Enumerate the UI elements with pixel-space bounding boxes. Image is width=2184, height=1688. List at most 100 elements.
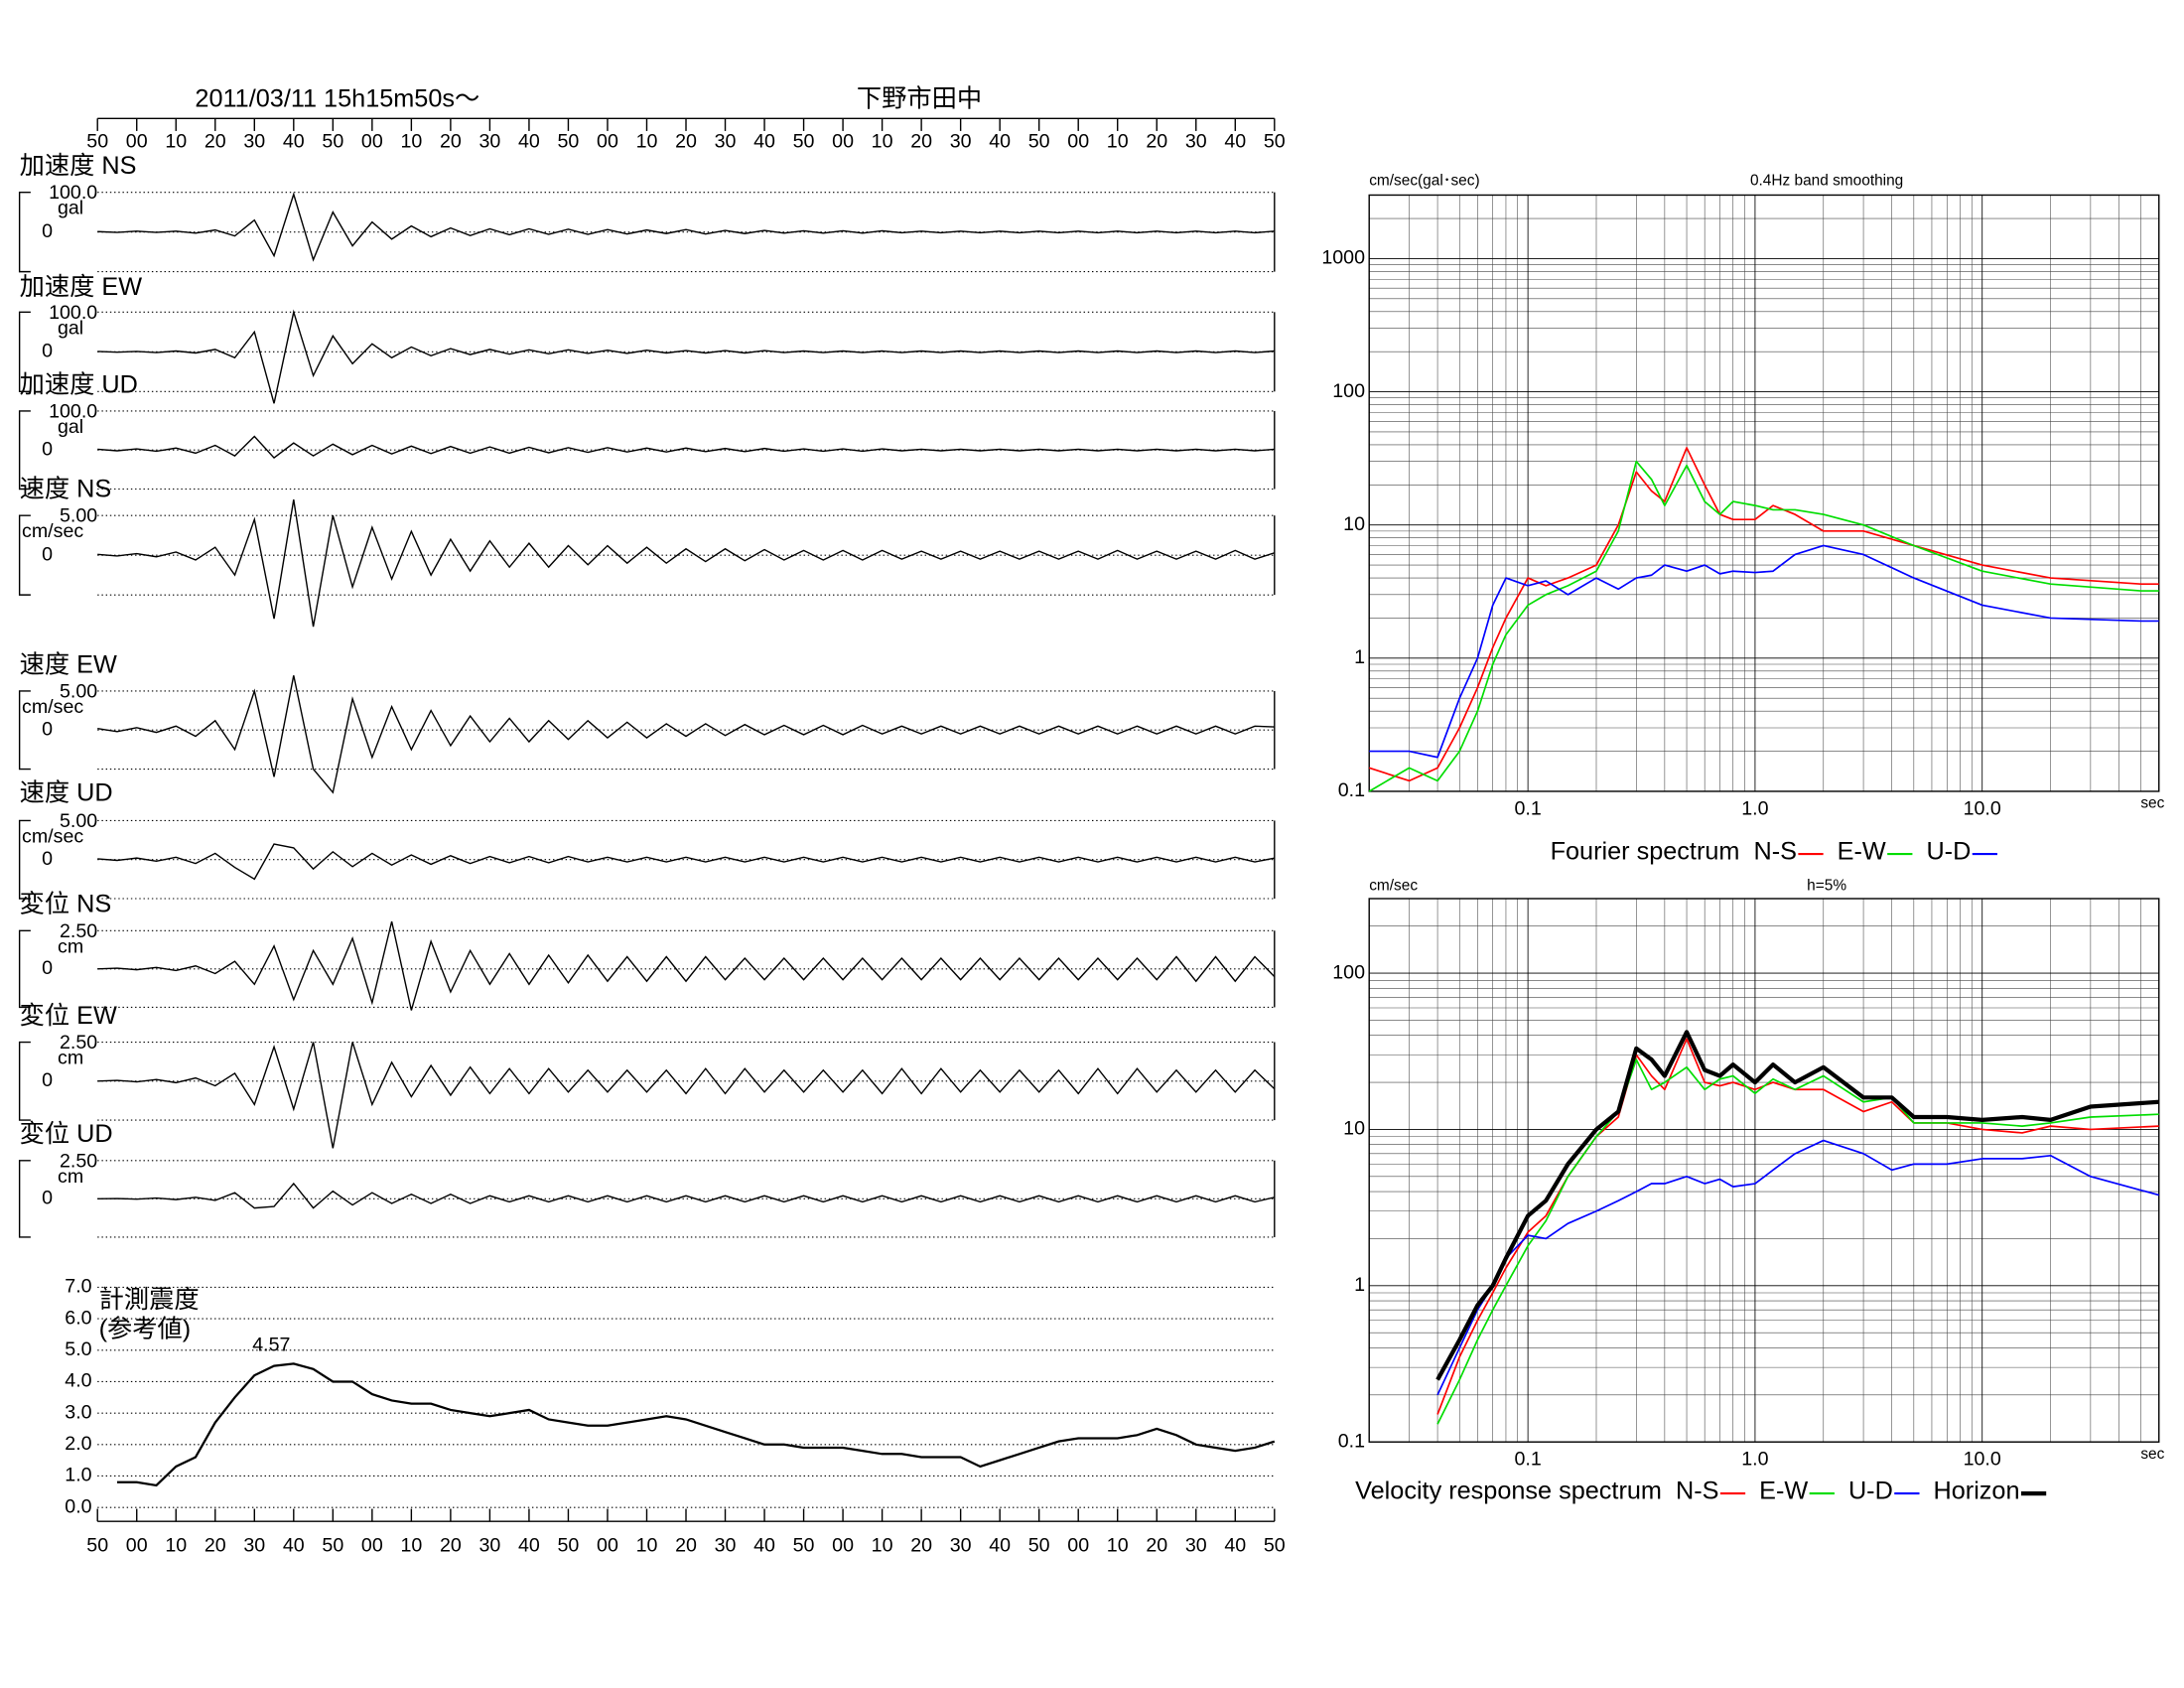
x-tick-label: 40: [989, 1535, 1011, 1557]
x-tick-label: 00: [126, 130, 148, 152]
x-tick-label: 20: [205, 1535, 226, 1557]
y-tick-label: 1.0: [65, 1465, 91, 1486]
x-tick-label: 50: [86, 1535, 108, 1557]
x-tick-label: 50: [793, 1535, 815, 1557]
chart-title: h=5%: [1807, 877, 1846, 894]
bracket: [18, 929, 31, 1009]
x-tick-label: 0.1: [1514, 797, 1541, 819]
x-tick-label: 20: [910, 1535, 932, 1557]
y-tick-label: 0.1: [1338, 1430, 1365, 1452]
bracket: [18, 819, 31, 900]
panel-title: 変位 EW: [20, 1002, 117, 1030]
spectrum-line: [1436, 1139, 2159, 1396]
y-tick-label: 5.0: [65, 1338, 91, 1360]
y-tick-label: 100: [1332, 961, 1365, 983]
waveform: [97, 309, 1275, 404]
y-tick-label: 5.00: [60, 681, 97, 703]
legend-label: Horizon: [1934, 1477, 2020, 1504]
peak-label: 4.57: [252, 1334, 290, 1355]
waveform: [97, 675, 1275, 794]
x-tick-label: 10: [636, 130, 658, 152]
unit-label: cm/sec: [22, 696, 83, 718]
x-tick-label: 40: [753, 1535, 775, 1557]
x-tick-label: 40: [753, 130, 775, 152]
spectrum-line: [1369, 544, 2159, 759]
y-tick-label: 7.0: [65, 1276, 91, 1298]
plot-frame: [1368, 194, 2160, 792]
y-tick-label: 3.0: [65, 1401, 91, 1423]
panel-title: 速度 EW: [20, 650, 117, 678]
x-tick-label: 00: [361, 1535, 383, 1557]
x-tick-label: 30: [478, 130, 500, 152]
y-tick-label: 5.00: [60, 810, 97, 832]
x-tick-label: 40: [1224, 130, 1246, 152]
panel-title: 加速度 EW: [20, 273, 143, 301]
x-tick-label: 10: [636, 1535, 658, 1557]
x-tick-label: 10: [1107, 1535, 1129, 1557]
y-tick-label: 4.0: [65, 1370, 91, 1392]
y-tick-label: 100.0: [49, 182, 97, 204]
x-tick-label: 30: [1185, 130, 1207, 152]
bracket: [18, 514, 31, 596]
y-tick-label: 2.50: [60, 1150, 97, 1172]
x-tick-label: 20: [1146, 1535, 1167, 1557]
waveform: [97, 435, 1275, 460]
x-tick-label: 50: [793, 130, 815, 152]
y-tick-label: 0.1: [1338, 779, 1365, 801]
x-tick-label: 40: [989, 130, 1011, 152]
x-tick-label: 10: [872, 130, 893, 152]
x-tick-label: 20: [675, 1535, 697, 1557]
y-tick-label: 0: [42, 438, 53, 460]
spectrum-line: [1368, 460, 2159, 792]
x-tick-label: 00: [597, 1535, 618, 1557]
x-tick-label: 30: [243, 130, 265, 152]
x-tick-label: 50: [1028, 1535, 1050, 1557]
spectrum-line: [1436, 1058, 2159, 1425]
waveform: [97, 1182, 1275, 1209]
y-tick-label: 100.0: [49, 401, 97, 423]
station-name: 下野市田中: [857, 85, 982, 113]
y-tick-label: 10: [1343, 1118, 1365, 1140]
x-tick-label: 20: [1146, 130, 1167, 152]
bracket: [18, 690, 31, 771]
x-tick-label: 50: [1264, 130, 1286, 152]
x-tick-label: 40: [1224, 1535, 1246, 1557]
x-tick-label: 30: [1185, 1535, 1207, 1557]
x-tick-label: 40: [518, 130, 540, 152]
x-tick-label: 10: [1107, 130, 1129, 152]
x-tick-label: 20: [910, 130, 932, 152]
bracket: [18, 1041, 31, 1121]
unit-label: gal: [58, 317, 83, 339]
waveform: [97, 192, 1275, 262]
legend-label: E-W: [1838, 837, 1886, 865]
unit-label: cm: [58, 935, 83, 957]
y-tick-label: 6.0: [65, 1307, 91, 1329]
bracket: [18, 410, 31, 491]
y-tick-label: 100.0: [49, 302, 97, 324]
x-tick-label: 40: [283, 130, 305, 152]
legend-label: N-S: [1753, 837, 1797, 865]
chart-title: 0.4Hz band smoothing: [1750, 173, 1903, 190]
panel-title: 変位 UD: [20, 1120, 113, 1148]
unit-label: gal: [58, 198, 83, 219]
x-tick-label: 30: [950, 130, 972, 152]
waveform: [97, 499, 1276, 628]
x-tick-label: 40: [283, 1535, 305, 1557]
y-tick-label: 1: [1354, 646, 1365, 668]
x-tick-label: 00: [1067, 1535, 1089, 1557]
x-tick-label: 20: [440, 130, 462, 152]
intensity-line: [116, 1362, 1276, 1487]
x-tick-label: 00: [832, 130, 854, 152]
y-tick-label: 10: [1343, 513, 1365, 535]
y-tick-label: 0: [42, 220, 53, 242]
y-tick-label: 0: [42, 1188, 53, 1209]
y-tick-label: 0: [42, 543, 53, 565]
y-tick-label: 100: [1332, 380, 1365, 402]
bracket: [18, 191, 31, 273]
legend-title: Fourier spectrum: [1551, 837, 1740, 865]
y-tick-label: 1: [1354, 1274, 1365, 1296]
x-tick-label: 20: [675, 130, 697, 152]
y-tick-label: 0: [42, 340, 53, 361]
y-tick-label: 1000: [1321, 247, 1365, 269]
x-tick-label: 50: [322, 1535, 343, 1557]
